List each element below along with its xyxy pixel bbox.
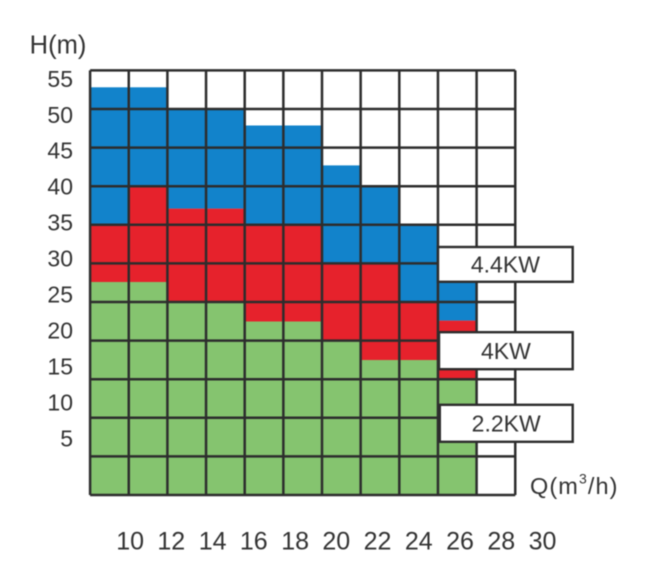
svg-text:40: 40 — [47, 174, 73, 200]
svg-text:Q(m3/h): Q(m3/h) — [530, 471, 619, 500]
svg-text:30: 30 — [529, 528, 557, 556]
svg-text:22: 22 — [364, 528, 392, 556]
svg-text:55: 55 — [47, 66, 73, 92]
svg-text:24: 24 — [405, 528, 433, 556]
svg-text:5: 5 — [60, 426, 73, 452]
svg-text:10: 10 — [47, 390, 73, 416]
svg-text:15: 15 — [47, 354, 73, 380]
svg-text:45: 45 — [47, 138, 73, 164]
svg-text:26: 26 — [446, 528, 474, 556]
svg-text:14: 14 — [199, 528, 227, 556]
svg-text:50: 50 — [47, 102, 73, 128]
svg-text:4KW: 4KW — [481, 338, 531, 364]
svg-text:12: 12 — [157, 528, 185, 556]
svg-text:25: 25 — [47, 282, 73, 308]
svg-text:28: 28 — [487, 528, 515, 556]
svg-text:20: 20 — [47, 318, 73, 344]
svg-text:H(m): H(m) — [30, 32, 87, 60]
svg-text:18: 18 — [281, 528, 309, 556]
svg-text:35: 35 — [47, 210, 73, 236]
svg-text:10: 10 — [116, 528, 144, 556]
svg-text:20: 20 — [322, 528, 350, 556]
svg-text:2.2KW: 2.2KW — [472, 411, 541, 437]
svg-text:30: 30 — [47, 246, 73, 272]
svg-text:4.4KW: 4.4KW — [471, 252, 540, 278]
svg-text:16: 16 — [240, 528, 268, 556]
